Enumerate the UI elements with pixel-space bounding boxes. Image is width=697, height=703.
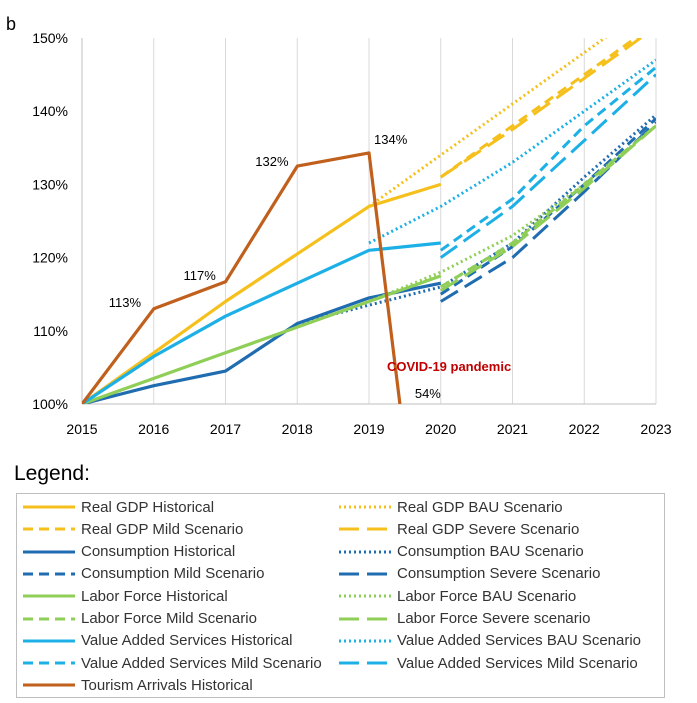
- annotation-label: 134%: [374, 132, 408, 147]
- legend-swatch: [339, 527, 391, 531]
- legend-item: Consumption Historical: [21, 541, 235, 563]
- legend-title: Legend:: [14, 462, 90, 485]
- legend-item: Value Added Services BAU Scenario: [337, 630, 641, 652]
- legend-swatch: [23, 527, 75, 531]
- y-tick-110: 110%: [33, 323, 68, 339]
- legend-item: Labor Force Historical: [21, 585, 228, 607]
- series-line-11: [440, 124, 656, 292]
- series-line-0: [82, 182, 442, 404]
- legend-item: Value Added Services Historical: [21, 630, 293, 652]
- panel-label: b: [6, 14, 16, 34]
- legend-swatch: [339, 661, 391, 665]
- chart-area: b 2015 2016 2017 2018 2019 2020 2021 2022 2023 10…: [6, 14, 672, 437]
- legend-item: Tourism Arrivals Historical: [21, 674, 253, 696]
- legend-item: Real GDP Severe Scenario: [337, 518, 579, 540]
- axes: 2015 2016 2017 2018 2019 2020 2021 2022 2023 100%…: [32, 30, 672, 437]
- x-tick-2020: 2020: [425, 421, 456, 437]
- annotation-label: 113%: [109, 295, 142, 310]
- legend-item: Value Added Services Mild Scenario: [337, 652, 638, 674]
- legend-item: Labor Force BAU Scenario: [337, 585, 576, 607]
- annotations: 113% 117% 132% 134% 54% COVID-19 pandemic: [109, 132, 511, 401]
- legend-label: Labor Force BAU Scenario: [397, 587, 577, 605]
- legend-label: Real GDP Mild Scenario: [81, 520, 244, 538]
- covid-label: COVID-19 pandemic: [387, 359, 511, 374]
- y-tick-140: 140%: [32, 103, 68, 119]
- legend-swatch: [23, 550, 75, 554]
- x-tick-2019: 2019: [353, 421, 384, 437]
- x-tick-2017: 2017: [210, 421, 241, 437]
- legend-item: Value Added Services Mild Scenario: [21, 652, 322, 674]
- legend-swatch: [339, 617, 391, 620]
- x-tick-2021: 2021: [497, 421, 528, 437]
- legend-swatch: [339, 505, 391, 509]
- legend-label: Value Added Services Mild Scenario: [81, 654, 322, 672]
- legend-item: Consumption BAU Scenario: [337, 541, 584, 563]
- series-lines: [82, 38, 656, 404]
- legend-swatch: [339, 639, 391, 643]
- legend-label: Labor Force Severe scenario: [397, 610, 591, 627]
- x-tick-2015: 2015: [66, 421, 97, 437]
- legend-label: Consumption BAU Scenario: [397, 543, 584, 561]
- legend-swatch: [23, 594, 75, 598]
- legend-item: Real GDP Historical: [21, 496, 214, 518]
- legend-swatch: [339, 550, 391, 554]
- legend-item: Real GDP Mild Scenario: [21, 518, 243, 540]
- series-line-14: [439, 66, 656, 252]
- series-line-5: [296, 113, 656, 325]
- legend-label: Real GDP Historical: [81, 498, 215, 516]
- y-tick-120: 120%: [32, 250, 68, 266]
- legend-swatch: [339, 594, 391, 598]
- series-line-4: [82, 281, 442, 404]
- x-tick-2018: 2018: [282, 421, 313, 437]
- legend: Real GDP Historical Real GDP BAU Scenario…: [16, 493, 665, 698]
- series-line-10: [440, 124, 656, 289]
- gridlines: [153, 38, 657, 404]
- legend-item: Consumption Mild Scenario: [21, 563, 264, 585]
- series-line-3: [439, 38, 644, 179]
- x-tick-2022: 2022: [569, 421, 600, 437]
- annotation-label: 117%: [184, 268, 217, 283]
- annotation-label: 54%: [415, 386, 441, 401]
- legend-label: Consumption Historical: [81, 543, 236, 561]
- legend-label: Labor Force Mild Scenario: [81, 610, 257, 627]
- legend-label: Consumption Severe Scenario: [397, 565, 601, 583]
- legend-item: Labor Force Severe scenario: [337, 608, 590, 630]
- legend-label: Labor Force Historical: [81, 587, 228, 605]
- x-tick-2016: 2016: [138, 421, 169, 437]
- legend-swatch: [339, 572, 391, 576]
- legend-label: Value Added Services Historical: [81, 632, 293, 650]
- series-line-16: [82, 151, 402, 404]
- series-line-2: [439, 38, 639, 179]
- legend-item: Real GDP BAU Scenario: [337, 496, 563, 518]
- legend-swatch: [23, 505, 75, 509]
- legend-swatch: [23, 683, 75, 687]
- legend-label: Consumption Mild Scenario: [81, 565, 265, 583]
- series-line-1: [368, 38, 608, 208]
- legend-swatch: [23, 639, 75, 643]
- legend-swatch: [23, 661, 75, 665]
- legend-label: Real GDP Severe Scenario: [397, 520, 580, 538]
- legend-label: Tourism Arrivals Historical: [81, 676, 253, 694]
- series-line-12: [82, 241, 441, 404]
- legend-swatch: [23, 572, 75, 576]
- y-tick-130: 130%: [32, 176, 68, 192]
- legend-label: Value Added Services Mild Scenario: [397, 654, 638, 672]
- legend-item: Labor Force Mild Scenario: [21, 608, 257, 630]
- legend-item: Consumption Severe Scenario: [337, 563, 600, 585]
- y-tick-100: 100%: [32, 396, 68, 412]
- legend-label: Real GDP BAU Scenario: [397, 498, 563, 516]
- annotation-label: 132%: [255, 154, 289, 169]
- y-tick-150: 150%: [32, 30, 68, 46]
- x-tick-2023: 2023: [640, 421, 671, 437]
- series-line-15: [439, 73, 656, 259]
- legend-label: Value Added Services BAU Scenario: [397, 632, 642, 650]
- series-line-8: [82, 274, 442, 404]
- series-line-9: [368, 124, 656, 303]
- legend-swatch: [23, 617, 75, 620]
